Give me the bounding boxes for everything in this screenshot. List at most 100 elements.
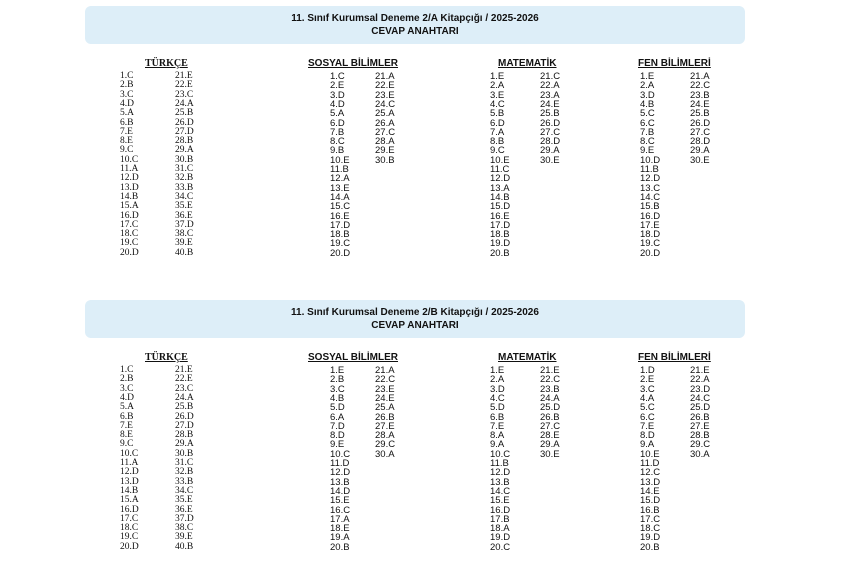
answer: 26.D <box>175 117 194 128</box>
answer: 27.C <box>690 126 711 138</box>
section-title: SOSYAL BİLİMLER <box>308 352 399 363</box>
answer: 9.C <box>490 145 505 157</box>
answer: 13.B <box>490 476 510 488</box>
answer: 25.A <box>375 108 395 120</box>
answer: 15.E <box>330 495 350 507</box>
answer: 27.E <box>375 420 395 432</box>
answer: 26.B <box>690 411 710 423</box>
header-box: 11. Sınıf Kurumsal Deneme 2/B Kitapçığı … <box>85 300 745 338</box>
answer: 16.E <box>490 210 510 222</box>
answer: 30.E <box>540 448 560 460</box>
answer: 3.D <box>640 89 655 101</box>
answer: 17.D <box>490 219 511 231</box>
answer: 12.D <box>490 173 511 185</box>
answer: 23.A <box>540 89 560 101</box>
answer: 2.B <box>120 80 134 91</box>
answer: 5.A <box>330 108 345 120</box>
answer: 33.B <box>175 476 194 487</box>
answer: 15.D <box>490 201 511 213</box>
answer: 26.D <box>540 117 561 129</box>
answer: 30.A <box>690 448 710 460</box>
answer: 2.A <box>640 80 655 92</box>
answer: 11.D <box>330 458 350 469</box>
answer: 11.B <box>640 164 659 175</box>
answer: 22.C <box>540 374 561 386</box>
answer: 11.B <box>330 164 349 175</box>
answer: 6.D <box>330 117 345 129</box>
answer: 17.E <box>640 219 660 231</box>
answer: 2.B <box>120 374 134 385</box>
answer: 28.B <box>175 430 194 441</box>
answer: 4.B <box>640 98 655 110</box>
answer: 10.E <box>490 154 510 166</box>
answer: 3.E <box>490 89 505 101</box>
answer: 30.B <box>375 154 395 166</box>
answer: 9.A <box>640 439 655 451</box>
answer: 39.E <box>175 532 193 543</box>
answer: 37.D <box>175 219 194 230</box>
answer: 18.E <box>330 523 350 535</box>
answer: 29.E <box>375 145 395 157</box>
answer: 21.A <box>375 365 395 376</box>
answer: 10.C <box>330 448 351 460</box>
answer: 8.C <box>330 136 345 148</box>
answer: 12.A <box>330 173 350 185</box>
answer: 36.E <box>175 210 193 221</box>
answer: 14.B <box>120 191 139 202</box>
answer: 3.D <box>490 383 505 395</box>
answer: 28.E <box>540 430 560 442</box>
answer: 20.B <box>640 541 660 553</box>
answer: 9.E <box>640 145 655 157</box>
answer: 16.C <box>330 504 351 516</box>
answer: 18.C <box>120 229 139 240</box>
section-title: MATEMATİK <box>498 58 557 69</box>
answer: 26.D <box>175 411 194 422</box>
answer: 6.B <box>120 117 134 128</box>
answer: 6.B <box>490 411 505 423</box>
answer: 18.B <box>330 229 350 241</box>
answer: 10.C <box>120 448 139 459</box>
answer: 29.A <box>540 439 560 451</box>
answer: 24.E <box>375 392 395 404</box>
answer: 21.E <box>175 365 193 375</box>
answer: 1.E <box>490 365 505 376</box>
answer: 29.C <box>375 439 396 451</box>
answer: 18.B <box>490 229 510 241</box>
answer: 11.B <box>490 458 509 469</box>
answer: 9.E <box>330 439 345 451</box>
answer: 16.D <box>490 504 511 516</box>
answer: 14.C <box>640 191 661 203</box>
answer: 12.D <box>120 173 139 184</box>
answer: 28.A <box>375 430 395 442</box>
answer: 2.E <box>640 374 655 386</box>
answer: 1.C <box>330 71 345 82</box>
answer: 3.C <box>120 89 134 100</box>
answer: 25.A <box>375 402 395 414</box>
answer: 11.D <box>640 458 660 469</box>
answer: 26.A <box>375 117 395 129</box>
booklet-subtitle: CEVAP ANAHTARI <box>371 320 459 331</box>
answer: 8.D <box>640 430 655 442</box>
answer: 27.C <box>540 126 561 138</box>
answer: 4.C <box>490 392 505 404</box>
answer: 7.E <box>120 420 133 431</box>
answer: 4.D <box>120 98 134 109</box>
answer: 13.D <box>640 476 661 488</box>
answer: 33.B <box>175 182 194 193</box>
answer: 18.C <box>120 523 139 534</box>
answer: 11.C <box>490 164 510 175</box>
answer: 27.D <box>175 126 194 137</box>
answer: 26.B <box>540 411 560 423</box>
answer: 1.E <box>330 365 345 376</box>
answer: 16.B <box>640 504 660 516</box>
answer: 12.D <box>330 467 351 479</box>
answer: 28.D <box>540 136 561 148</box>
answer: 25.B <box>690 108 710 120</box>
answer: 9.C <box>120 145 134 156</box>
answer: 17.B <box>490 513 510 525</box>
answer: 34.C <box>175 485 194 496</box>
answer: 14.B <box>490 191 510 203</box>
answer: 1.C <box>120 71 134 81</box>
section-title: SOSYAL BİLİMLER <box>308 58 399 69</box>
answer: 5.D <box>490 402 505 414</box>
